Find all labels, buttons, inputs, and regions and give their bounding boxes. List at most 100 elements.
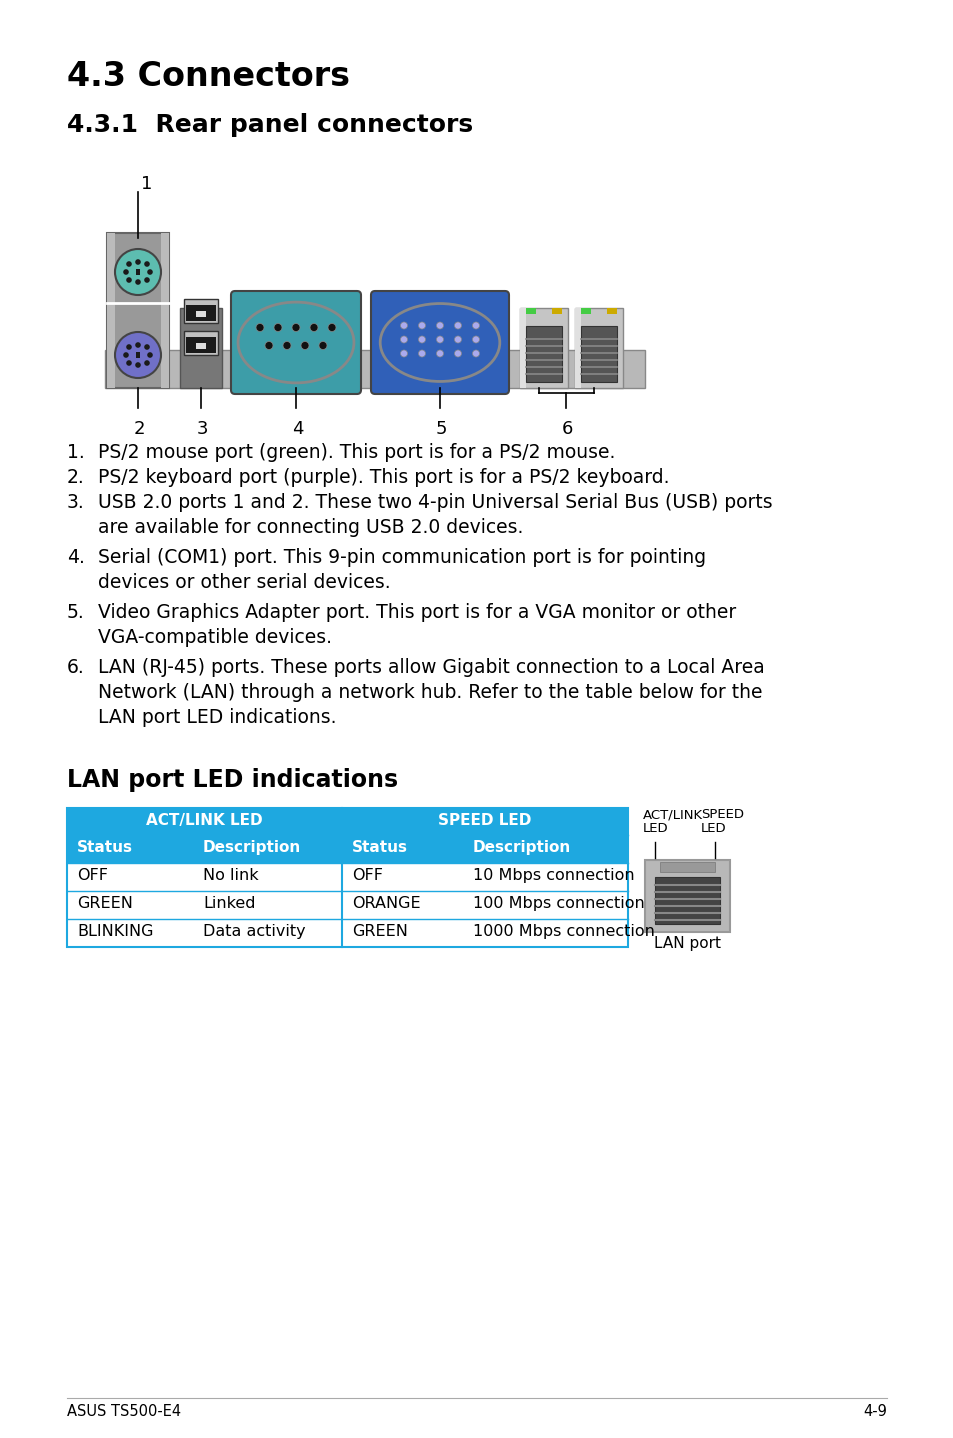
Text: Status: Status bbox=[77, 840, 132, 856]
Bar bbox=[659, 861, 714, 871]
Circle shape bbox=[115, 249, 161, 295]
Bar bbox=[525, 308, 536, 313]
Text: LAN port: LAN port bbox=[654, 936, 720, 951]
Text: are available for connecting USB 2.0 devices.: are available for connecting USB 2.0 dev… bbox=[98, 518, 523, 536]
Bar bbox=[519, 308, 525, 388]
Circle shape bbox=[123, 269, 129, 275]
Bar bbox=[67, 808, 627, 948]
Circle shape bbox=[147, 269, 152, 275]
Circle shape bbox=[436, 336, 443, 344]
Text: LED: LED bbox=[642, 823, 668, 835]
Text: LAN port LED indications: LAN port LED indications bbox=[67, 768, 397, 792]
Circle shape bbox=[265, 341, 273, 349]
Text: Data activity: Data activity bbox=[203, 925, 305, 939]
Circle shape bbox=[144, 278, 150, 283]
Text: Linked: Linked bbox=[203, 896, 255, 912]
Circle shape bbox=[454, 336, 461, 344]
Text: 2.: 2. bbox=[67, 467, 85, 487]
Bar bbox=[575, 308, 622, 388]
Circle shape bbox=[147, 352, 152, 358]
Bar bbox=[180, 308, 222, 388]
Circle shape bbox=[328, 324, 335, 332]
Circle shape bbox=[283, 341, 291, 349]
Circle shape bbox=[292, 324, 299, 332]
Text: 10 Mbps connection: 10 Mbps connection bbox=[473, 869, 634, 883]
Bar bbox=[161, 233, 169, 388]
Text: VGA-compatible devices.: VGA-compatible devices. bbox=[98, 628, 332, 647]
Bar bbox=[580, 326, 617, 383]
Text: SPEED LED: SPEED LED bbox=[437, 812, 531, 828]
Bar bbox=[184, 331, 218, 355]
Circle shape bbox=[400, 349, 407, 357]
Circle shape bbox=[436, 322, 443, 329]
Circle shape bbox=[436, 349, 443, 357]
Text: 6: 6 bbox=[561, 420, 573, 439]
Text: 4: 4 bbox=[292, 420, 303, 439]
Text: devices or other serial devices.: devices or other serial devices. bbox=[98, 572, 390, 592]
Text: 3: 3 bbox=[196, 420, 209, 439]
Text: ACT/LINK LED: ACT/LINK LED bbox=[146, 812, 262, 828]
Bar bbox=[195, 344, 206, 349]
Circle shape bbox=[135, 342, 141, 348]
Text: LED: LED bbox=[700, 823, 726, 835]
Bar bbox=[136, 269, 140, 275]
Bar bbox=[525, 326, 561, 383]
Text: 4-9: 4-9 bbox=[862, 1403, 886, 1419]
Text: 5: 5 bbox=[436, 420, 447, 439]
Text: 5.: 5. bbox=[67, 603, 85, 623]
Circle shape bbox=[472, 349, 479, 357]
Text: ASUS TS500-E4: ASUS TS500-E4 bbox=[67, 1403, 181, 1419]
Bar bbox=[552, 308, 561, 313]
Circle shape bbox=[418, 322, 425, 329]
Text: Network (LAN) through a network hub. Refer to the table below for the: Network (LAN) through a network hub. Ref… bbox=[98, 683, 761, 702]
Text: 1: 1 bbox=[141, 175, 152, 193]
Text: No link: No link bbox=[203, 869, 258, 883]
Bar bbox=[67, 835, 627, 863]
Bar bbox=[655, 877, 720, 925]
Circle shape bbox=[472, 322, 479, 329]
Circle shape bbox=[301, 341, 309, 349]
Circle shape bbox=[400, 322, 407, 329]
Circle shape bbox=[144, 360, 150, 365]
Circle shape bbox=[135, 259, 141, 265]
Text: Serial (COM1) port. This 9-pin communication port is for pointing: Serial (COM1) port. This 9-pin communica… bbox=[98, 548, 705, 567]
Circle shape bbox=[418, 349, 425, 357]
Text: 4.3 Connectors: 4.3 Connectors bbox=[67, 60, 350, 93]
Circle shape bbox=[126, 344, 132, 349]
Text: LAN (RJ-45) ports. These ports allow Gigabit connection to a Local Area: LAN (RJ-45) ports. These ports allow Gig… bbox=[98, 659, 764, 677]
Text: USB 2.0 ports 1 and 2. These two 4-pin Universal Serial Bus (USB) ports: USB 2.0 ports 1 and 2. These two 4-pin U… bbox=[98, 493, 772, 512]
Text: SPEED: SPEED bbox=[700, 808, 743, 821]
Text: LAN port LED indications.: LAN port LED indications. bbox=[98, 707, 336, 728]
Circle shape bbox=[454, 349, 461, 357]
Text: PS/2 mouse port (green). This port is for a PS/2 mouse.: PS/2 mouse port (green). This port is fo… bbox=[98, 443, 615, 462]
Circle shape bbox=[123, 352, 129, 358]
Circle shape bbox=[115, 332, 161, 378]
Circle shape bbox=[126, 262, 132, 267]
Bar bbox=[105, 349, 644, 388]
Text: Video Graphics Adapter port. This port is for a VGA monitor or other: Video Graphics Adapter port. This port i… bbox=[98, 603, 736, 623]
FancyBboxPatch shape bbox=[231, 290, 360, 394]
Text: Description: Description bbox=[473, 840, 571, 856]
Text: OFF: OFF bbox=[77, 869, 108, 883]
Text: 2: 2 bbox=[133, 420, 146, 439]
FancyBboxPatch shape bbox=[371, 290, 509, 394]
Bar bbox=[186, 305, 215, 321]
Text: ORANGE: ORANGE bbox=[352, 896, 420, 912]
Bar bbox=[519, 308, 567, 388]
Circle shape bbox=[318, 341, 327, 349]
Bar bbox=[184, 299, 218, 324]
Bar bbox=[107, 233, 169, 388]
Bar bbox=[575, 308, 580, 388]
Text: 4.3.1  Rear panel connectors: 4.3.1 Rear panel connectors bbox=[67, 114, 473, 137]
Bar bbox=[67, 808, 627, 835]
Text: 1.: 1. bbox=[67, 443, 85, 462]
Bar bbox=[67, 919, 627, 948]
Text: Status: Status bbox=[352, 840, 408, 856]
Bar bbox=[186, 336, 215, 352]
Bar bbox=[195, 311, 206, 316]
Text: 6.: 6. bbox=[67, 659, 85, 677]
Circle shape bbox=[144, 344, 150, 349]
Text: 100 Mbps connection: 100 Mbps connection bbox=[473, 896, 644, 912]
Bar bbox=[136, 352, 140, 358]
Circle shape bbox=[472, 336, 479, 344]
